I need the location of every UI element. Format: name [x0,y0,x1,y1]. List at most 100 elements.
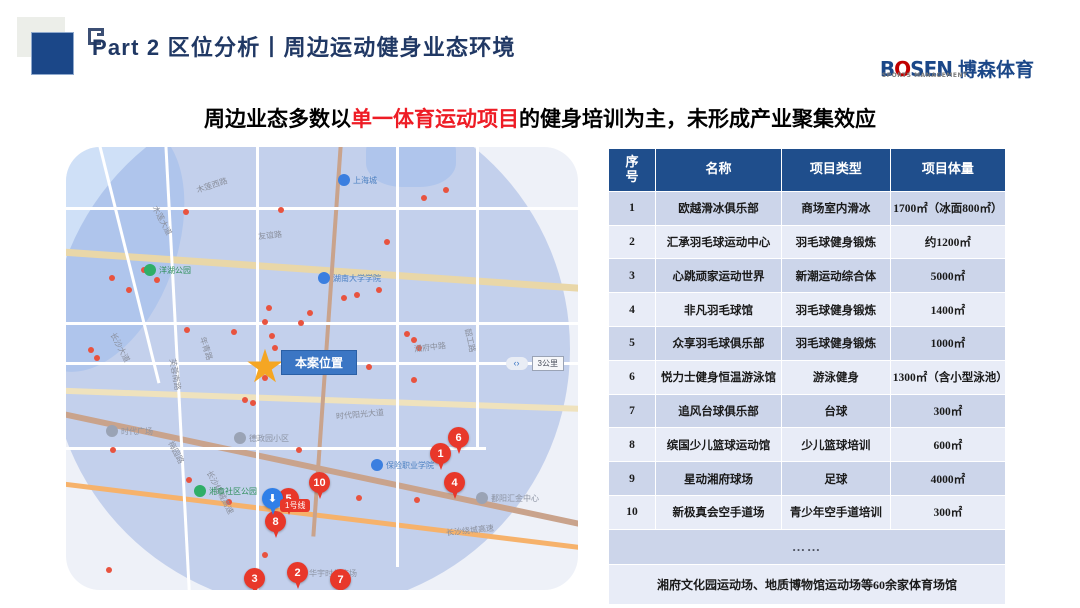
cell-footer-note: 湘府文化园运动场、地质博物馆运动场等60余家体育场馆 [608,563,1006,605]
map-poi-dot [341,295,347,301]
cell-type: 羽毛球健身锻炼 [780,326,891,361]
map-poi-dot [384,239,390,245]
cell-name: 悦力士健身恒温游泳馆 [655,359,782,395]
map-poi-dot [262,319,268,325]
map-poi-label: 德政园小区 [234,432,289,444]
map-case-location-label: 本案位置 [281,350,358,375]
map-poi-icon [194,485,206,497]
map-poi-dot [354,292,360,298]
map-poi-dot [88,347,94,353]
cell-name: 星动湘府球场 [655,461,782,496]
table-body: 1 欧越滑冰俱乐部 商场室内滑冰 1700㎡（冰面800㎡） 2 汇承羽毛球运动中心羽毛球… [607,190,1008,605]
map-poi-label: 上海城 [338,174,377,186]
table-row: 4 非凡羽毛球馆 羽毛球健身锻炼 1400㎡ [607,292,1007,327]
cell-type: 商场室内滑冰 [780,190,891,226]
map-poi-dot [110,447,116,453]
table-header-row: 序 号 名称 项目类型 项目体量 [607,148,1007,192]
subtitle-highlight: 单一体育运动项目 [351,108,519,131]
table-header-type: 项目类型 [780,148,891,192]
cell-scale: 1400㎡ [889,292,1007,327]
brand-tagline: SPORTS MANAGEMENT [881,72,968,79]
cell-scale: 1000㎡ [889,326,1007,361]
map-poi-name: 保险职业学院 [386,460,434,470]
map-poi-dot [366,364,372,370]
brand-mark-b: B [879,56,895,81]
cell-name: 追风台球俱乐部 [655,393,782,429]
map-pin-8[interactable]: 8 [265,511,286,538]
map-poi-icon [338,174,350,186]
map-poi-dot [411,377,417,383]
map-poi-dot [183,209,189,215]
table-row: 6 悦力士健身恒温游泳馆 游泳健身 1300㎡（含小型泳池） [607,359,1008,395]
map-road [476,147,479,447]
map-pin-4[interactable]: 4 [444,472,465,499]
map-poi-icon [144,264,156,276]
cell-scale: 1700㎡（冰面800㎡） [889,190,1007,226]
map-poi-label: 时代广场 [106,425,153,437]
cell-no: 10 [607,494,657,530]
venue-table: 序 号 名称 项目类型 项目体量 1 欧越滑冰俱乐部 商场室内滑冰 1700㎡（冰面8… [607,148,1008,605]
map-poi-dot [184,327,190,333]
table-ellipsis-row: …… [608,528,1006,565]
cell-name: 汇承羽毛球运动中心 [655,224,782,260]
map-poi-label: 湖南大学学院 [318,272,381,284]
map-pin-7[interactable]: 7 [330,569,351,590]
map-poi-name: 湖南大学学院 [333,273,381,283]
map-poi-dot [269,333,275,339]
map-road [396,147,399,567]
cell-scale: 300㎡ [889,494,1007,530]
map-poi-label: 湘章社区公园 [194,485,257,497]
map-poi-dot [307,310,313,316]
map-poi-name: 时代广场 [121,426,153,436]
subtitle: 周边业态多数以单一体育运动项目的健身培训为主，未形成产业聚集效应 [0,103,1080,133]
map-poi-dot [242,397,248,403]
map-poi-dot [154,277,160,283]
map-poi-dot [278,207,284,213]
cell-no: 9 [607,461,657,496]
map-pin-10[interactable]: 10 [309,472,330,499]
table-row: 8 缤国少儿篮球运动馆 少儿篮球培训 600㎡ [607,427,1007,463]
map-pin-2[interactable]: 2 [287,562,308,589]
table-row: 10 新极真会空手道场 青少年空手道培训 300㎡ [607,494,1007,530]
map-road [66,322,578,325]
map-poi-name: 德政园小区 [249,433,289,443]
subtitle-before: 周边业态多数以 [204,108,351,131]
map-poi-label: 鄱阳汇金中心 [476,492,539,504]
cell-no: 8 [607,427,657,463]
cell-scale: 5000㎡ [889,258,1007,294]
map-scale-toggle-icon[interactable]: ‹› [505,357,528,370]
map-metro-line-tag: 1号线 [280,499,311,512]
map-poi-dot [376,287,382,293]
cell-scale: 1300㎡（含小型泳池） [889,359,1008,395]
cell-no: 2 [607,224,657,260]
map-pin-current-location[interactable]: ⬇ [262,488,283,515]
map-poi-dot [272,345,278,351]
brand-mark-rest: SEN [910,56,953,81]
map-poi-dot [414,497,420,503]
map-poi-dot [356,495,362,501]
location-map[interactable]: 木莲西路 友谊路 木莲大道 长沙大道 年青路 湘府中路 韶工路 芙蓉南路 时代阳光大道 长沙绕城高… [66,147,578,590]
cell-no: 5 [607,326,657,361]
map-road [66,207,578,210]
map-poi-icon [106,425,118,437]
cell-scale: 4000㎡ [889,461,1007,496]
map-pin-3[interactable]: 3 [244,568,265,590]
cell-scale: 300㎡ [889,393,1007,429]
map-pin-6[interactable]: 6 [448,427,469,454]
cell-no: 4 [607,292,657,327]
map-poi-dot [106,567,112,573]
map-poi-dot [109,275,115,281]
cell-type: 台球 [780,393,891,429]
cell-type: 少儿篮球培训 [780,427,891,463]
cell-name: 心跳顽家运动世界 [655,258,782,294]
map-poi-name: 湘章社区公园 [209,486,257,496]
cell-ellipsis: …… [608,528,1006,565]
map-pin-1[interactable]: 1 [430,443,451,470]
map-poi-label: 洋湖公园 [144,264,191,276]
map-poi-dot [411,337,417,343]
cell-type: 足球 [780,461,891,496]
map-poi-dot [186,477,192,483]
table-row: 1 欧越滑冰俱乐部 商场室内滑冰 1700㎡（冰面800㎡） [607,190,1007,226]
page-title: Part 2 区位分析丨周边运动健身业态环境 [92,35,516,60]
cell-no: 6 [607,359,657,395]
